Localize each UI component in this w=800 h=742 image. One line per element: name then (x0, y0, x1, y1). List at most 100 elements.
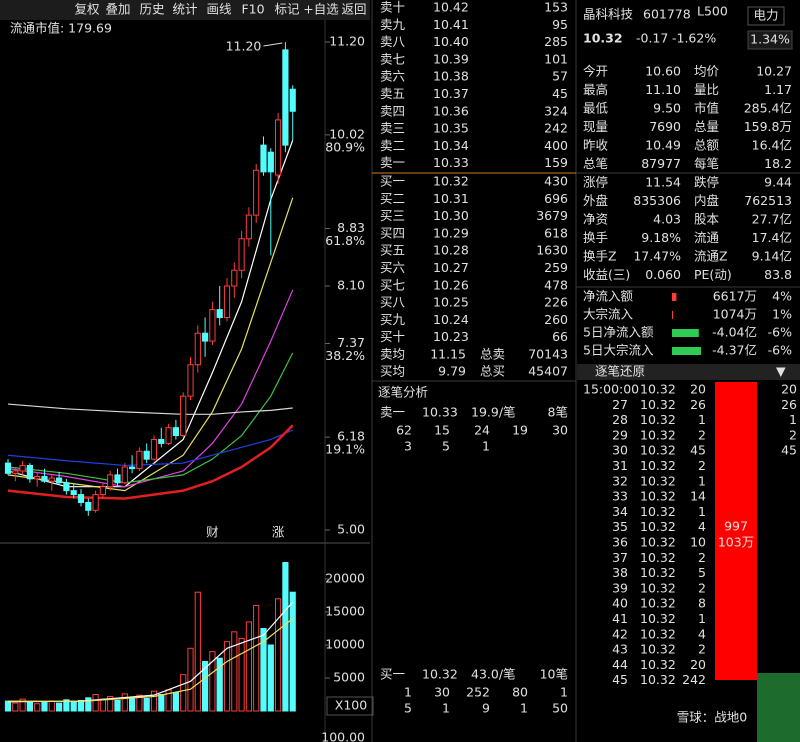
ta-volume: 3 (404, 439, 412, 454)
tr-seq: 36 (612, 535, 628, 550)
stock-badge: L500 (697, 4, 728, 19)
toolbar-bg (0, 0, 370, 20)
ta-volume: 5 (442, 439, 450, 454)
dropdown-icon[interactable]: ▼ (776, 364, 786, 379)
stat-label: 昨收 (583, 138, 609, 153)
book-label: 总卖 (480, 347, 505, 362)
stat-value: 9.50 (653, 101, 681, 116)
y-tick-label: 5000 (333, 670, 365, 685)
moving-average (7, 140, 294, 488)
toolbar-button[interactable]: 叠加 (105, 2, 130, 17)
stat-value: 10.49 (645, 138, 681, 153)
y-tick-label: 5.00 (337, 522, 365, 537)
stat-label: 每笔 (694, 156, 719, 171)
book-price: 10.41 (433, 17, 469, 32)
book-price: 10.36 (433, 103, 469, 118)
stat-label: 总笔 (583, 156, 608, 171)
candle-body (289, 88, 296, 112)
tr-price: 10.32 (640, 672, 676, 687)
section-title: 逐笔还原 (595, 364, 645, 379)
toolbar-button[interactable]: 统计 (172, 2, 197, 17)
toolbar-button[interactable]: 标记 (274, 2, 300, 17)
ta-price: 10.33 (422, 405, 458, 420)
toolbar-button[interactable]: 画线 (206, 2, 232, 17)
y-tick-label: 6.18 (337, 429, 365, 444)
y-tick-label: 10.02 (329, 126, 365, 141)
moving-average (7, 352, 294, 484)
candle-body (209, 309, 216, 342)
section-title: 逐笔分析 (378, 385, 428, 400)
event-marker: 财 (206, 525, 219, 540)
book-price: 10.34 (433, 138, 469, 153)
ta-volume: 24 (474, 423, 490, 438)
stat-label: 总额 (694, 138, 720, 153)
flow-bar (672, 293, 677, 301)
volume-bar (289, 591, 296, 712)
book-label: 买七 (380, 277, 405, 292)
toolbar-button[interactable]: 复权 (74, 2, 100, 17)
stat-value: 762513 (744, 193, 792, 208)
flow-bar (672, 347, 701, 355)
stat-label: 最高 (583, 82, 608, 97)
candle-body (238, 238, 245, 271)
book-label: 卖三 (380, 121, 405, 136)
candle-body (92, 494, 99, 511)
toolbar-button[interactable]: +自选 (303, 2, 339, 17)
flow-amount: 1074万 (713, 307, 757, 322)
book-volume: 400 (544, 138, 568, 153)
moving-average (7, 289, 294, 488)
tr-price: 10.32 (640, 657, 676, 672)
volume-bar (129, 697, 136, 712)
ta-count: 8笔 (548, 405, 568, 420)
book-label: 卖八 (380, 34, 406, 49)
tr-seq: 34 (612, 504, 628, 519)
book-label: 卖十 (380, 0, 405, 15)
candle-body (136, 450, 143, 470)
sector-pct: 1.34% (750, 32, 790, 47)
book-price: 10.25 (433, 295, 469, 310)
flow-bar (672, 311, 673, 319)
candle-body (260, 144, 267, 173)
stat-value: 9.18% (641, 230, 681, 245)
ta-volume: 62 (396, 423, 412, 438)
tr-price: 10.32 (640, 443, 676, 458)
toolbar-button[interactable]: F10 (241, 2, 264, 17)
toolbar-button[interactable]: 返回 (341, 2, 366, 17)
ta-volume: 252 (466, 685, 490, 700)
tr-volume: 5 (698, 565, 706, 580)
tr-volume: 1 (698, 611, 706, 626)
tr-price: 10.32 (640, 382, 676, 397)
tr-seq: 35 (612, 519, 628, 534)
y-tick-label: 11.20 (329, 34, 365, 49)
high-label: 11.20 (226, 39, 262, 54)
stat-label: 流通Z (694, 249, 728, 264)
stat-value: 17.4亿 (752, 230, 792, 245)
stat-value: 10.27 (756, 64, 792, 79)
tr-price: 10.32 (640, 489, 676, 504)
candle-body (121, 466, 128, 484)
flow-label: 5日净流入额 (583, 325, 654, 340)
stat-label: 净资 (583, 212, 608, 227)
volume-bar (70, 701, 77, 712)
volume-bar (56, 702, 63, 712)
stat-label: 流通 (694, 230, 720, 245)
tr-seq: 37 (612, 550, 628, 565)
book-label: 买五 (380, 243, 405, 258)
book-volume: 618 (544, 225, 568, 240)
stat-label: 股本 (694, 212, 720, 227)
stat-value: 17.47% (633, 249, 681, 264)
book-volume: 285 (544, 34, 568, 49)
book-label: 买八 (380, 295, 406, 310)
volume-bar (194, 591, 201, 712)
tr-volume: 2 (698, 550, 706, 565)
tr-volume: 20 (690, 382, 706, 397)
candle-body (275, 119, 282, 176)
queue-bar (757, 673, 800, 742)
tr-volume: 8 (698, 596, 706, 611)
tr-seq: 32 (612, 473, 628, 488)
volume-bar (202, 661, 209, 712)
toolbar-button[interactable]: 历史 (139, 2, 165, 17)
book-price: 10.37 (433, 86, 469, 101)
flow-label: 大宗流入 (583, 307, 634, 322)
